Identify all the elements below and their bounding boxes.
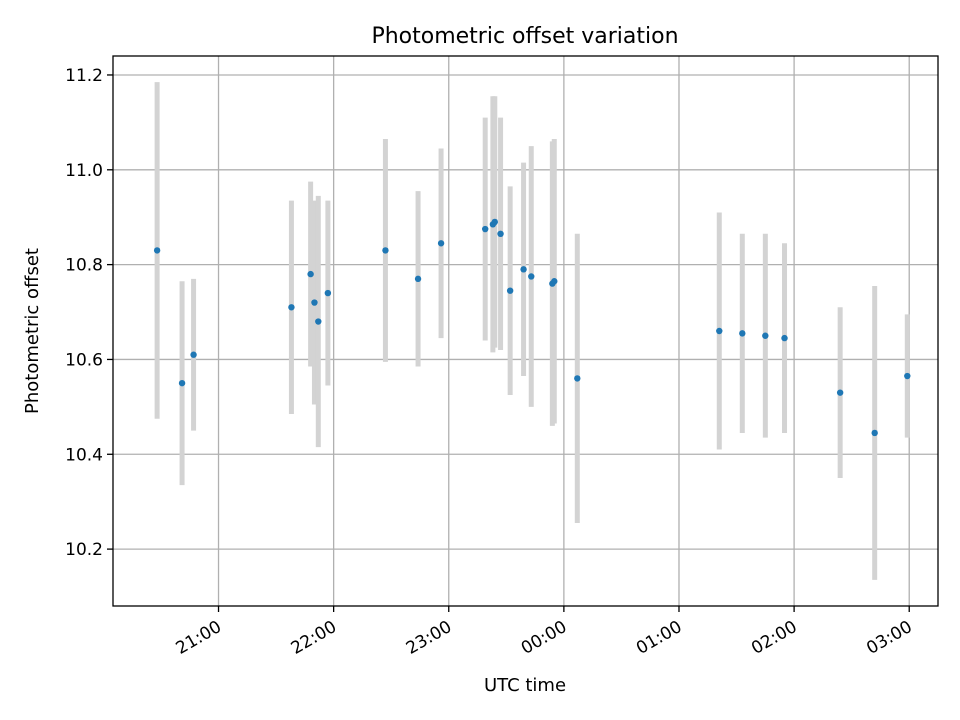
data-point (315, 318, 322, 325)
data-point (836, 389, 844, 396)
data-point (482, 225, 489, 233)
data-point (311, 299, 318, 306)
y-tick-label: 10.2 (65, 540, 103, 560)
y-tick-label: 10.8 (65, 256, 103, 276)
data-point (497, 230, 504, 238)
x-axis-label: UTC time (484, 675, 566, 696)
data-point (781, 334, 788, 342)
data-point (574, 375, 581, 382)
data-point (382, 247, 389, 254)
data-point (528, 273, 535, 280)
data-point (288, 304, 295, 311)
data-point (551, 278, 558, 285)
y-tick-label: 11.0 (65, 161, 103, 181)
data-point (437, 240, 445, 247)
data-point (491, 218, 499, 226)
data-point (904, 372, 911, 380)
data-point (324, 289, 332, 297)
data-point (520, 266, 527, 273)
data-point (762, 332, 769, 339)
data-point (414, 275, 422, 283)
data-point (871, 429, 878, 437)
data-point (307, 270, 314, 278)
data-point (153, 247, 161, 254)
data-point (716, 327, 723, 335)
y-tick-label: 11.2 (65, 66, 103, 86)
plot-frame (112, 55, 939, 607)
y-tick-label: 10.4 (65, 445, 103, 465)
data-point (739, 330, 746, 337)
data-point (178, 379, 186, 387)
data-point (190, 351, 197, 358)
chart-title: Photometric offset variation (371, 24, 678, 49)
data-points (153, 218, 911, 437)
y-axis-label: Photometric offset (22, 248, 43, 414)
data-point (506, 287, 514, 294)
y-tick-label: 10.6 (65, 350, 103, 370)
